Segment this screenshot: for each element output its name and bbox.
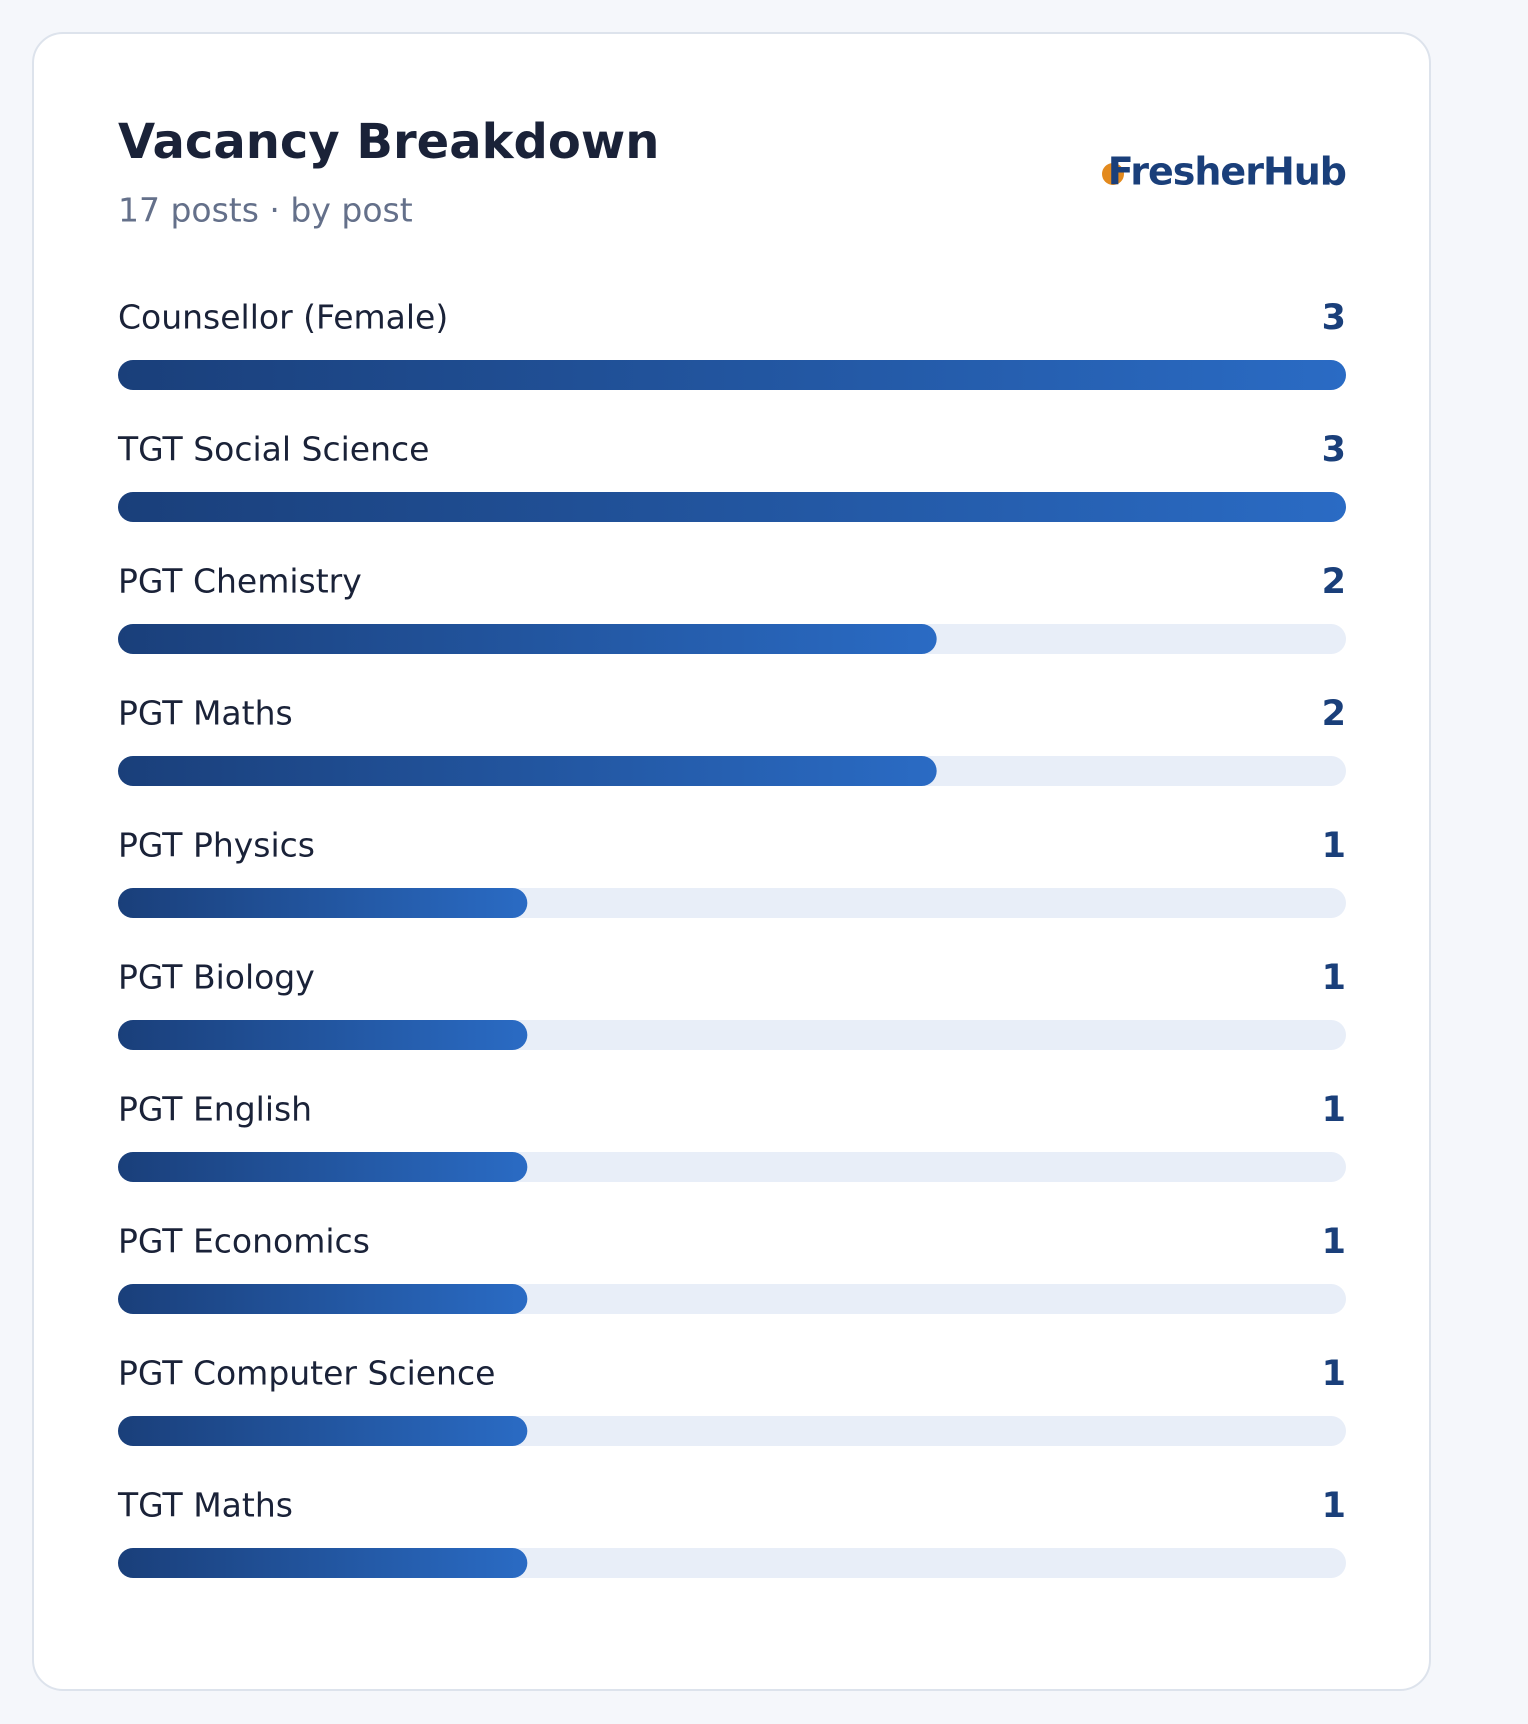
category-label: PGT Biology: [118, 958, 315, 997]
category-label: PGT Maths: [118, 694, 293, 733]
value-label: 1: [1322, 1354, 1346, 1394]
category-label: TGT Maths: [117, 1486, 293, 1525]
value-label: 1: [1322, 958, 1346, 998]
bar: [118, 1020, 528, 1050]
brand: FresherHub: [1108, 150, 1346, 194]
card: [32, 32, 1431, 1691]
value-label: 1: [1322, 1222, 1346, 1262]
category-label: PGT Computer Science: [118, 1354, 495, 1393]
bar: [118, 1284, 528, 1314]
bar: [118, 492, 1346, 522]
value-label: 1: [1322, 826, 1346, 866]
category-label: Counsellor (Female): [118, 298, 448, 337]
bar: [118, 888, 528, 918]
category-label: PGT English: [118, 1090, 312, 1129]
bar: [118, 1416, 528, 1446]
value-label: 3: [1322, 298, 1346, 338]
value-label: 2: [1322, 562, 1346, 602]
category-label: PGT Chemistry: [118, 562, 362, 601]
chart-title: Vacancy Breakdown: [118, 114, 659, 170]
brand-dot: [1102, 163, 1124, 185]
bar: [118, 1152, 528, 1182]
bar: [118, 360, 1346, 390]
category-label: PGT Physics: [118, 826, 315, 865]
value-label: 3: [1322, 430, 1346, 470]
value-label: 1: [1322, 1090, 1346, 1130]
subtitle: 17 posts · by post: [118, 191, 413, 230]
category-label: PGT Economics: [118, 1222, 370, 1261]
bar: [118, 756, 937, 786]
bar: [118, 1548, 528, 1578]
value-label: 2: [1322, 694, 1346, 734]
category-label: TGT Social Science: [117, 430, 429, 469]
bar: [118, 624, 937, 654]
value-label: 1: [1322, 1486, 1346, 1526]
